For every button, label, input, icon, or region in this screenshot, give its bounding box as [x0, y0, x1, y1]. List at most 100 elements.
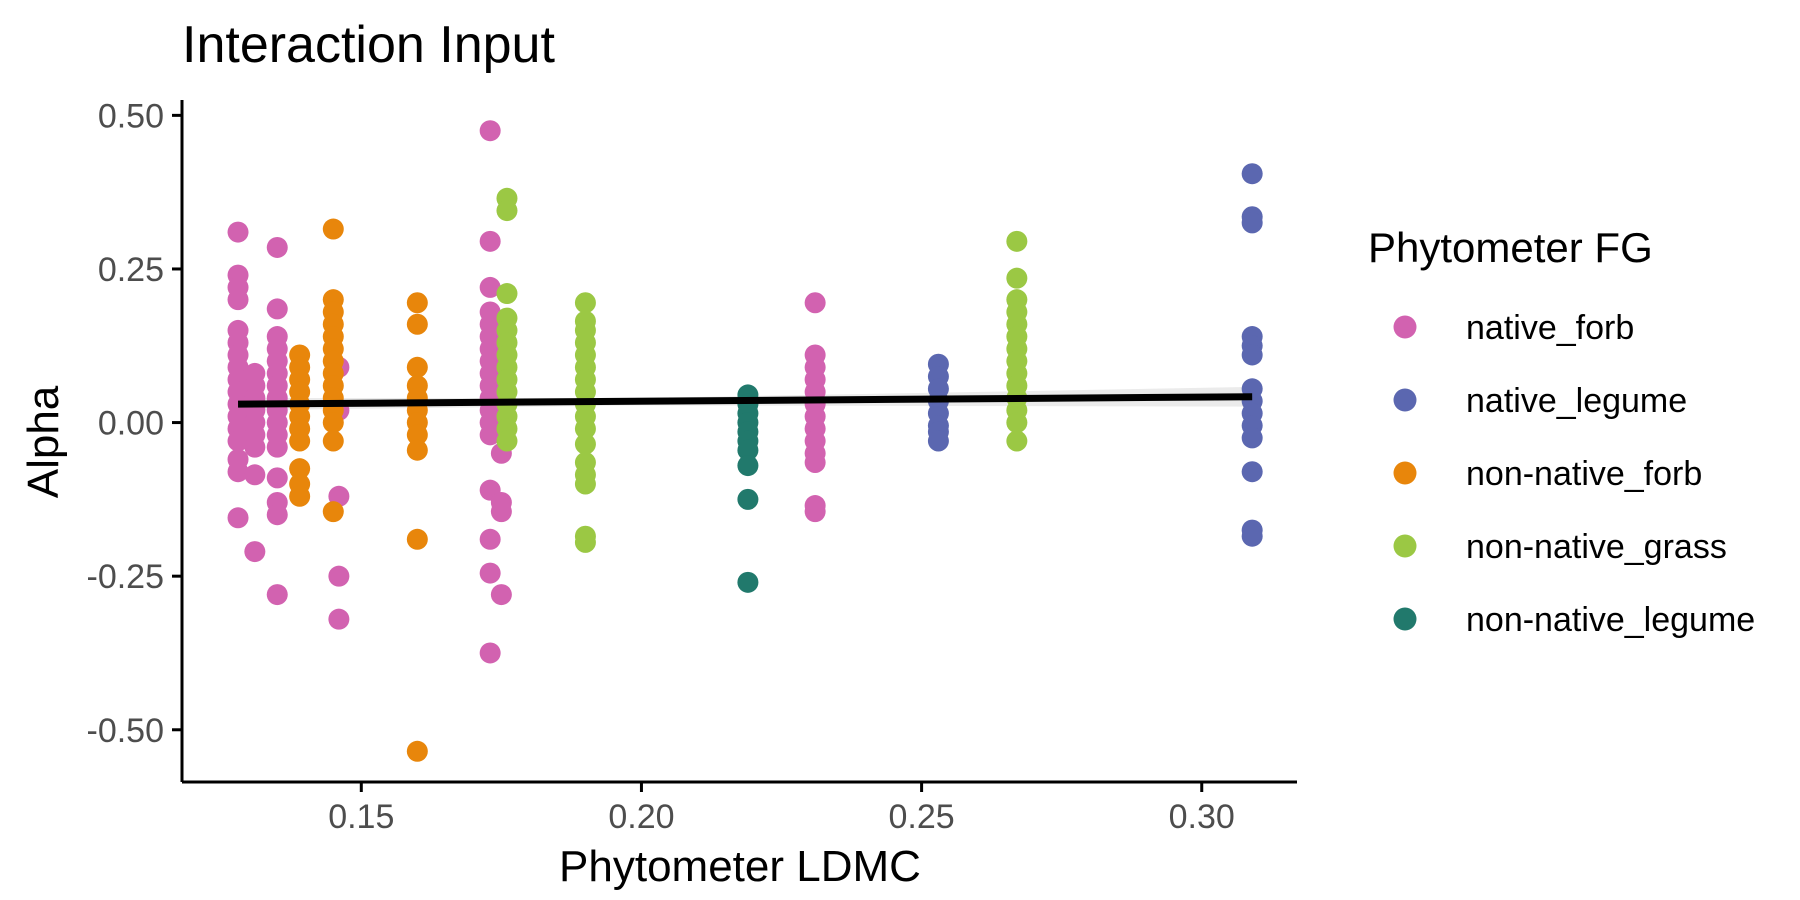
- data-point: [322, 501, 344, 523]
- data-point: [496, 200, 518, 222]
- data-point: [490, 501, 512, 523]
- data-point: [227, 461, 249, 483]
- data-point: [328, 608, 350, 630]
- points-layer: [227, 120, 1263, 762]
- y-tick-label: 0.00: [98, 405, 164, 443]
- x-tick-label: 0.25: [889, 798, 955, 836]
- data-point: [266, 504, 288, 526]
- data-point: [804, 501, 826, 523]
- data-point: [289, 485, 311, 507]
- legend-swatch: [1393, 607, 1417, 631]
- trend-line-layer: [238, 393, 1253, 408]
- data-point: [1241, 427, 1263, 449]
- data-point: [737, 439, 759, 461]
- legend-label: non-native_legume: [1466, 601, 1755, 639]
- x-tick-label: 0.20: [608, 798, 674, 836]
- data-point: [574, 433, 596, 455]
- data-point: [406, 356, 428, 378]
- data-point: [479, 528, 501, 550]
- y-tick-label: -0.25: [87, 558, 165, 596]
- data-point: [479, 276, 501, 298]
- data-point: [490, 584, 512, 606]
- legend-label: non-native_forb: [1466, 455, 1702, 493]
- data-point: [1241, 344, 1263, 366]
- legend-item-non-native_legume: non-native_legume: [1393, 601, 1755, 639]
- legend-item-native_forb: native_forb: [1393, 309, 1634, 347]
- data-point: [1241, 212, 1263, 234]
- data-point: [737, 488, 759, 510]
- data-point: [406, 313, 428, 335]
- data-point: [1241, 163, 1263, 185]
- legend-item-native_legume: native_legume: [1393, 382, 1687, 420]
- data-point: [574, 418, 596, 440]
- data-point: [479, 562, 501, 584]
- data-point: [479, 642, 501, 664]
- y-tick-label: 0.50: [98, 97, 164, 135]
- data-point: [406, 528, 428, 550]
- data-point: [804, 292, 826, 314]
- legend-label: native_legume: [1466, 382, 1687, 420]
- legend-item-non-native_grass: non-native_grass: [1393, 528, 1727, 566]
- data-point: [328, 565, 350, 587]
- data-point: [266, 236, 288, 258]
- x-tick-label: 0.15: [328, 798, 394, 836]
- data-point: [927, 430, 949, 452]
- data-point: [227, 221, 249, 243]
- x-axis-ticks: 0.15 0.20 0.25 0.30: [328, 782, 1235, 836]
- data-point: [406, 424, 428, 446]
- data-point: [1006, 230, 1028, 252]
- data-point: [496, 430, 518, 452]
- data-point: [1006, 267, 1028, 289]
- data-point: [244, 541, 266, 563]
- data-point: [479, 230, 501, 252]
- series-non-native_forb: [289, 218, 428, 762]
- legend-swatch: [1393, 388, 1417, 412]
- data-point: [289, 458, 311, 480]
- legend-label: native_forb: [1466, 309, 1634, 347]
- y-tick-label: -0.50: [87, 712, 165, 750]
- series-native_forb: [227, 120, 826, 664]
- data-point: [804, 452, 826, 474]
- data-point: [289, 430, 311, 452]
- data-point: [244, 436, 266, 458]
- chart-title: Interaction Input: [182, 16, 555, 74]
- series-non-native_legume: [737, 384, 759, 593]
- legend-label: non-native_grass: [1466, 528, 1727, 566]
- data-point: [322, 430, 344, 452]
- x-tick-label: 0.30: [1169, 798, 1235, 836]
- data-point: [266, 298, 288, 320]
- data-point: [1006, 430, 1028, 452]
- data-point: [227, 430, 249, 452]
- legend-swatch: [1393, 315, 1417, 339]
- data-point: [574, 292, 596, 314]
- legend-title: Phytometer FG: [1368, 224, 1653, 271]
- y-axis-ticks: 0.50 0.25 0.00 -0.25 -0.50: [87, 97, 182, 750]
- data-point: [227, 289, 249, 311]
- data-point: [479, 120, 501, 142]
- data-point: [574, 473, 596, 495]
- data-point: [406, 740, 428, 762]
- series-non-native_grass: [496, 187, 1028, 553]
- legend-swatch: [1393, 461, 1417, 485]
- data-point: [322, 412, 344, 434]
- data-point: [737, 455, 759, 477]
- data-point: [244, 464, 266, 486]
- legend-swatch: [1393, 534, 1417, 558]
- y-axis-title: Alpha: [19, 385, 68, 498]
- data-point: [1006, 412, 1028, 434]
- data-point: [266, 467, 288, 489]
- data-point: [737, 571, 759, 593]
- trend-line: [238, 393, 1253, 408]
- data-point: [266, 584, 288, 606]
- data-point: [574, 531, 596, 553]
- data-point: [1241, 525, 1263, 547]
- data-point: [266, 436, 288, 458]
- data-point: [406, 439, 428, 461]
- data-point: [496, 283, 518, 305]
- legend-item-non-native_forb: non-native_forb: [1393, 455, 1702, 493]
- data-point: [227, 507, 249, 529]
- data-point: [1241, 461, 1263, 483]
- legend-items: native_forb native_legume non-native_forbn…: [1393, 309, 1755, 639]
